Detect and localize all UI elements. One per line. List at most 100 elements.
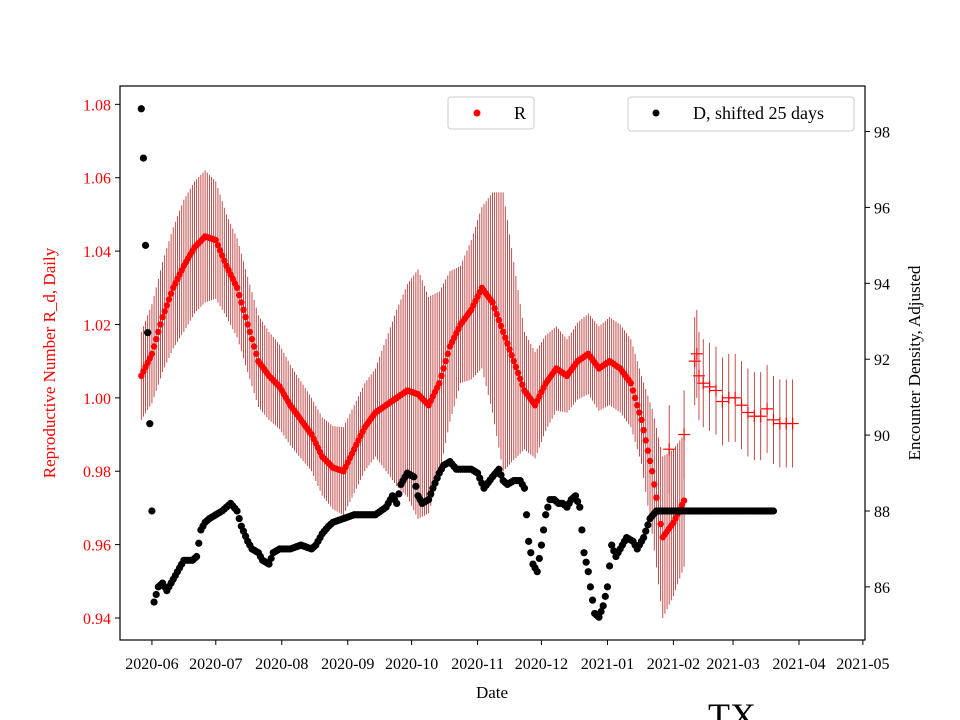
r-point	[167, 290, 175, 297]
left-y-tick-label: 1.00	[83, 391, 111, 408]
r-point	[516, 375, 524, 382]
r-point	[651, 481, 658, 488]
right-y-axis-label: Encounter Density, Adjusted	[905, 265, 924, 460]
x-tick-label: 2020-06	[125, 656, 178, 673]
left-y-tick-label: 0.96	[83, 538, 111, 555]
r-cross-layer	[663, 309, 799, 494]
r-point	[233, 284, 241, 291]
r-point	[680, 497, 688, 504]
d-point	[571, 492, 580, 500]
d-point	[233, 507, 241, 515]
d-point	[640, 533, 648, 542]
x-tick-label: 2020-07	[189, 656, 242, 673]
left-y-axis: 0.94 0.96 0.98 1.00 1.02 1.04 1.06 1.08	[83, 97, 120, 628]
r-point	[644, 447, 652, 454]
r-point	[510, 357, 517, 365]
r-point	[246, 328, 254, 336]
right-y-tick-label: 86	[874, 580, 890, 597]
r-point	[150, 343, 158, 350]
r-point	[157, 321, 164, 328]
r-point	[238, 299, 245, 306]
d-point	[267, 554, 275, 563]
r-point	[638, 416, 645, 424]
r-point	[440, 365, 447, 372]
d-point	[152, 590, 160, 599]
x-tick-label: 2021-04	[772, 656, 825, 673]
d-point	[599, 602, 607, 610]
r-point	[236, 291, 243, 299]
x-tick-label: 2020-12	[515, 656, 568, 673]
legend-d-label: D, shifted 25 days	[693, 103, 824, 123]
x-tick-label: 2020-09	[321, 656, 374, 673]
d-point	[608, 541, 616, 549]
d-point	[520, 484, 529, 492]
r-point	[493, 311, 500, 318]
r-point	[442, 357, 449, 365]
r-point	[631, 394, 639, 402]
x-axis: 2020-06 2020-07 2020-08 2020-09 2020-10 2020-…	[125, 640, 890, 673]
d-point	[146, 420, 154, 428]
right-y-tick-label: 94	[874, 276, 890, 293]
d-point	[139, 154, 148, 162]
right-y-tick-label: 92	[874, 352, 890, 369]
r-point	[514, 369, 522, 377]
d-point	[141, 241, 150, 249]
d-point	[586, 583, 595, 591]
d-point	[393, 499, 401, 507]
r-point	[240, 306, 247, 314]
x-axis-label: Date	[476, 683, 508, 702]
x-tick-label: 2020-11	[451, 656, 504, 673]
r-point	[502, 334, 509, 341]
x-tick-label: 2021-05	[836, 656, 889, 673]
right-y-tick-label: 96	[874, 200, 890, 217]
d-point	[576, 503, 584, 511]
d-point	[542, 511, 550, 519]
d-point	[525, 537, 533, 545]
d-point	[578, 526, 586, 534]
d-point	[769, 507, 778, 515]
d-point	[584, 568, 592, 576]
r-point	[444, 350, 451, 358]
d-point	[522, 511, 531, 519]
d-point	[597, 607, 605, 616]
d-point	[412, 482, 420, 490]
r-point	[648, 468, 656, 475]
r-point	[504, 340, 511, 347]
r-point	[253, 350, 260, 358]
d-point	[601, 592, 609, 600]
r-point	[640, 426, 647, 434]
d-point	[235, 514, 243, 523]
r-point	[218, 252, 226, 259]
legend-d-marker	[652, 109, 660, 117]
r-point	[634, 401, 641, 409]
d-point	[150, 598, 158, 606]
legend-r-box	[447, 96, 535, 130]
r-point	[212, 236, 219, 244]
r-point	[519, 381, 526, 388]
r-point	[436, 379, 443, 387]
legend-r-marker	[473, 109, 481, 117]
d-point	[642, 527, 650, 535]
r-point	[155, 328, 162, 336]
d-point	[395, 490, 403, 498]
d-point	[137, 105, 145, 113]
right-y-tick-label: 88	[874, 504, 890, 521]
r-point	[244, 321, 251, 328]
plot-frame	[119, 85, 866, 641]
left-y-tick-label: 1.08	[83, 97, 111, 114]
x-tick-label: 2021-03	[706, 656, 759, 673]
r-point	[646, 457, 654, 465]
d-point-layer	[137, 105, 778, 621]
x-tick-label: 2021-02	[647, 656, 700, 673]
r-point	[438, 372, 445, 380]
d-point	[537, 541, 546, 549]
left-y-tick-label: 1.04	[83, 244, 111, 261]
r-point	[636, 409, 643, 416]
r-point	[495, 316, 503, 324]
right-y-tick-label: 90	[874, 428, 890, 445]
d-point	[427, 490, 435, 498]
r-point-layer	[138, 233, 688, 541]
left-y-tick-label: 1.02	[83, 317, 111, 334]
d-point	[603, 583, 612, 591]
